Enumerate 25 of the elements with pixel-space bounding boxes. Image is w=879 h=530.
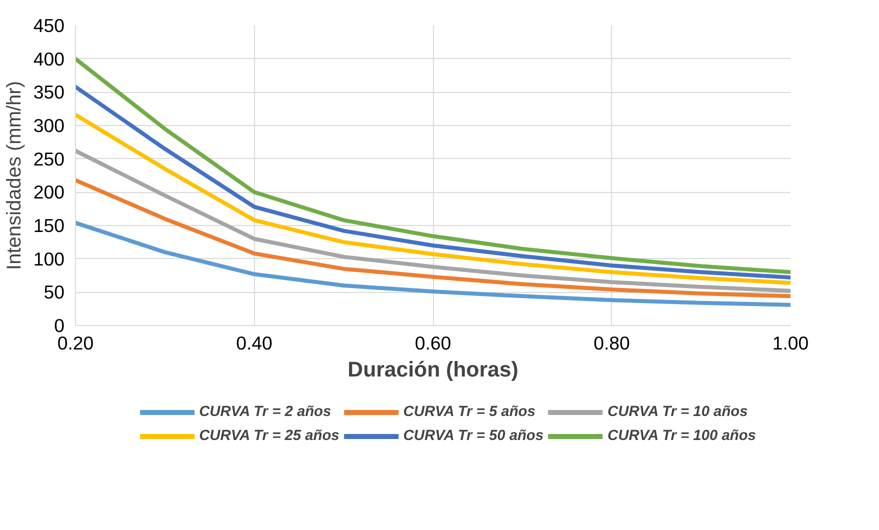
y-tick-label: 450 <box>33 15 65 36</box>
y-tick-label: 250 <box>33 148 65 170</box>
line-series <box>76 112 790 285</box>
x-axis-title: Duración (horas) <box>348 358 518 382</box>
y-axis-title: Intensidades (mm/hr) <box>3 81 26 270</box>
x-tick-label: 0.40 <box>236 332 272 354</box>
line-series <box>76 220 790 307</box>
x-tick-label: 1.00 <box>772 332 809 354</box>
legend-label: CURVA Tr = 100 años <box>608 428 756 444</box>
legend-label: CURVA Tr = 10 años <box>608 404 748 420</box>
legend-label: CURVA Tr = 50 años <box>403 428 544 444</box>
legend-label: CURVA Tr = 25 años <box>199 428 340 444</box>
legend-label: CURVA Tr = 2 años <box>199 404 332 420</box>
y-tick-label: 150 <box>33 215 65 236</box>
line-series <box>76 148 790 293</box>
x-tick-label: 0.60 <box>414 332 452 354</box>
y-tick-label: 350 <box>33 82 65 103</box>
legend-label: CURVA Tr = 5 años <box>403 404 536 420</box>
y-tick-label: 400 <box>33 48 65 70</box>
y-tick-label: 300 <box>33 115 65 136</box>
line-series <box>76 178 790 298</box>
y-tick-label: 50 <box>44 282 65 303</box>
y-tick-label: 100 <box>33 248 65 270</box>
x-tick-label: 0.80 <box>594 332 630 354</box>
y-tick-label: 200 <box>33 182 65 203</box>
